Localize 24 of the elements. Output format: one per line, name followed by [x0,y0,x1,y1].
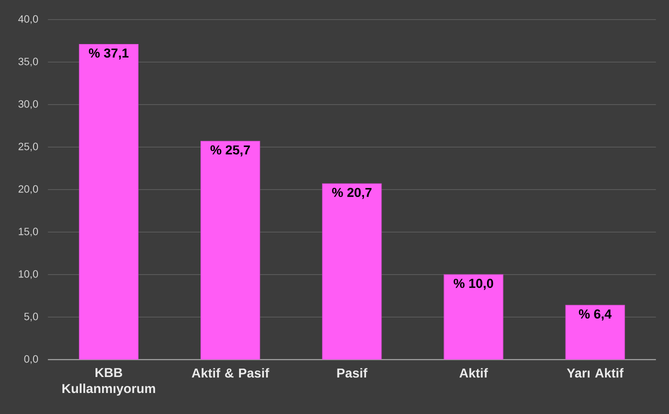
x-tick-label: KBB Kullanmıyorum [62,368,156,396]
x-tick-label: Aktif [459,368,488,378]
data-label: % 37,1 [88,48,128,60]
y-tick-label: 20,0 [18,185,38,194]
bar [322,183,382,360]
data-label: % 25,7 [210,145,250,156]
y-tick-label: 0,0 [24,355,38,364]
x-tick-label: Aktif & Pasif [192,368,270,378]
y-tick-label: 40,0 [18,15,38,24]
data-label: % 10,0 [454,278,494,290]
data-label: % 20,7 [332,188,372,199]
bar [565,304,625,360]
y-tick-label: 25,0 [18,142,38,152]
x-tick-label: Pasif [337,368,368,378]
x-tick-label: Yarı Aktif [566,368,624,378]
bar [78,44,139,360]
y-tick-label: 35,0 [18,58,38,66]
y-tick-label: 15,0 [18,228,38,236]
y-tick-label: 5,0 [24,312,38,322]
y-tick-label: 10,0 [18,270,38,279]
data-label: % 6,4 [578,309,612,320]
bar [200,140,260,360]
y-tick-label: 30,0 [18,100,38,109]
bar [444,274,504,360]
